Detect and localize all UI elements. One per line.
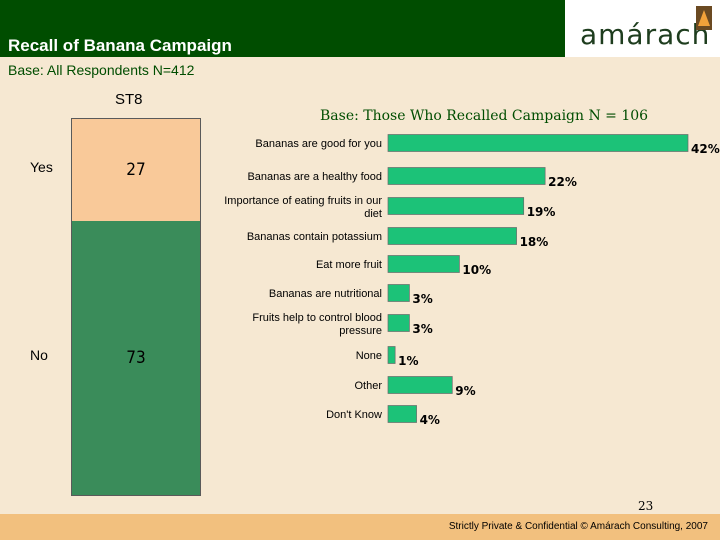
page-number: 23 [638, 499, 654, 513]
bar-label-7: None [356, 350, 382, 362]
bar-0 [387, 134, 689, 152]
base-all-respondents: Base: All Respondents N=412 [8, 62, 195, 78]
stack-segment-no: 73 [72, 220, 200, 495]
chart-title: Base: Those Who Recalled Campaign N = 10… [320, 108, 649, 124]
bar-value-1: 22% [548, 175, 577, 189]
bar-label-3: Bananas contain potassium [247, 231, 382, 243]
bar-value-4: 10% [462, 263, 491, 277]
page-title: Recall of Banana Campaign [8, 36, 232, 55]
bar-label-9: Don't Know [326, 409, 382, 421]
stack-label-no: No [30, 346, 48, 363]
logo-area: amárach [565, 0, 720, 57]
stack-label-yes: Yes [30, 158, 53, 175]
recall-bar-chart: 42% Bananas are good for you 22% Bananas ar… [224, 134, 720, 427]
stack-label: ST8 [115, 91, 143, 108]
bar-3 [387, 227, 517, 245]
bar-value-6: 3% [412, 322, 432, 336]
confidential-notice: Strictly Private & Confidential © Amárac… [448, 521, 708, 532]
bar-value-0: 42% [691, 142, 720, 156]
bar-7 [387, 346, 396, 364]
bar-label-1: Bananas are a healthy food [247, 171, 382, 183]
bar-9 [387, 405, 417, 423]
bar-value-3: 18% [520, 235, 549, 249]
bar-8 [387, 376, 453, 394]
stacked-bar: 27 73 [71, 118, 201, 496]
bar-value-2: 19% [527, 205, 556, 219]
bar-label-4: Eat more fruit [316, 259, 382, 271]
bar-label-6: Fruits help to control blood pressure [252, 312, 382, 337]
amarach-logo-icon [696, 6, 712, 30]
bar-6 [387, 314, 410, 332]
bar-label-2: Importance of eating fruits in our diet [224, 195, 382, 220]
amarach-logo: amárach [580, 18, 711, 51]
bar-value-7: 1% [398, 354, 418, 368]
bar-label-8: Other [354, 380, 382, 392]
title-bar: Recall of Banana Campaign [0, 0, 565, 57]
bar-value-9: 4% [420, 413, 440, 427]
bar-4 [387, 255, 460, 273]
footer-bar: Strictly Private & Confidential © Amárac… [0, 514, 720, 540]
bar-1 [387, 167, 546, 185]
bar-2 [387, 197, 525, 215]
bar-label-5: Bananas are nutritional [269, 288, 382, 300]
bar-label-0: Bananas are good for you [255, 138, 382, 150]
stack-segment-yes: 27 [72, 119, 200, 221]
bar-5 [387, 284, 410, 302]
bar-value-5: 3% [412, 292, 432, 306]
stack-value-yes: 27 [126, 159, 146, 180]
stack-value-no: 73 [126, 347, 146, 368]
bar-value-8: 9% [455, 384, 475, 398]
